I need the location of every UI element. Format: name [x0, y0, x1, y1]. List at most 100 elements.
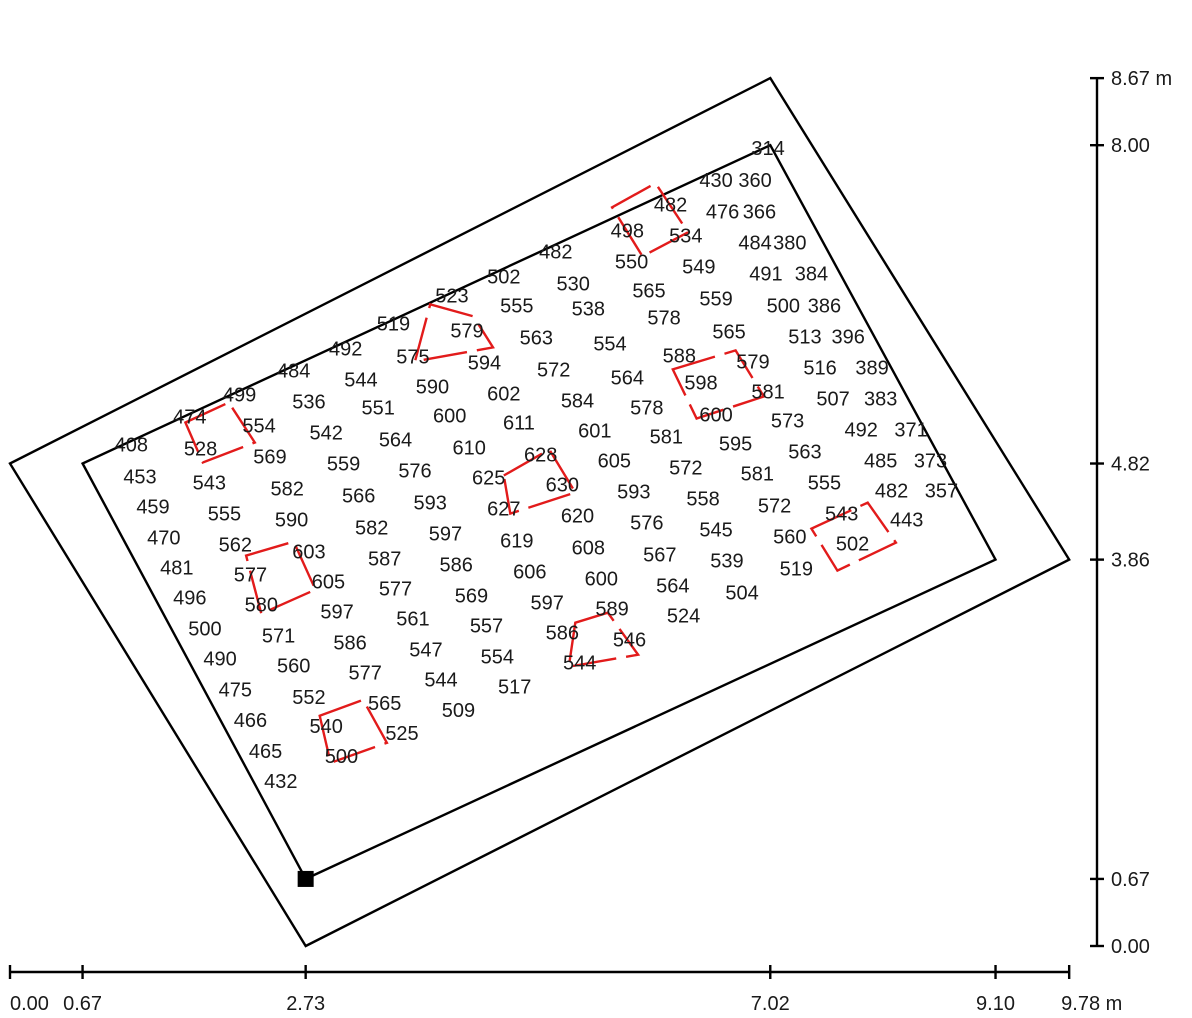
measurement-value: 476	[706, 201, 739, 223]
measurement-value: 564	[656, 576, 689, 598]
measurement-value: 516	[803, 357, 836, 379]
measurement-value: 586	[333, 633, 366, 655]
measurement-value: 579	[736, 351, 769, 373]
measurement-value: 577	[349, 663, 382, 685]
measurement-value: 572	[537, 359, 570, 381]
measurement-value: 485	[864, 451, 897, 473]
axes: 0.00 0.67 2.73 7.02 9.10 9.78 m 0.00 0.67 3.86 4.…	[8, 68, 1172, 1015]
measurement-value: 465	[249, 741, 282, 763]
measurement-value: 600	[433, 406, 466, 428]
x-axis-tick-label: 9.10	[976, 993, 1015, 1015]
measurement-value: 603	[292, 542, 325, 564]
measurement-value: 554	[481, 647, 514, 669]
measurement-value: 482	[539, 241, 572, 263]
measurement-value: 581	[751, 381, 784, 403]
measurement-value: 559	[699, 288, 732, 310]
y-axis-tick-label: 8.00	[1111, 135, 1150, 157]
measurement-value: 598	[684, 372, 717, 394]
measurement-value: 565	[712, 321, 745, 343]
measurement-value: 627	[487, 499, 520, 521]
measurement-value: 491	[749, 263, 782, 285]
measurement-value: 581	[741, 464, 774, 486]
measurement-value: 453	[123, 467, 156, 489]
marked-group-outline	[610, 181, 690, 258]
measurement-value: 606	[513, 562, 546, 584]
marked-group-outline	[671, 348, 766, 420]
measurement-value: 519	[377, 313, 410, 335]
measurement-value: 588	[663, 345, 696, 367]
x-axis-tick-label: 0.67	[63, 993, 102, 1015]
measurement-value: 597	[531, 593, 564, 615]
measurement-value: 608	[572, 538, 605, 560]
measurement-value: 366	[743, 201, 776, 223]
measurement-value: 566	[342, 486, 375, 508]
measurement-value: 509	[442, 700, 475, 722]
measurement-value: 500	[767, 295, 800, 317]
measurement-value: 408	[115, 435, 148, 457]
measurement-value: 389	[855, 357, 888, 379]
measurement-value: 552	[292, 687, 325, 709]
measurement-value: 605	[598, 451, 631, 473]
measurement-value: 576	[630, 513, 663, 535]
measurement-value: 474	[173, 407, 206, 429]
measurement-value: 593	[617, 482, 650, 504]
measurement-value: 581	[650, 427, 683, 449]
measurement-value: 557	[470, 616, 503, 638]
measurement-value: 384	[795, 263, 828, 285]
measurement-value: 443	[890, 510, 923, 532]
measurement-value: 586	[440, 555, 473, 577]
measurement-value: 525	[385, 723, 418, 745]
measurement-value: 498	[611, 220, 644, 242]
boundaries	[8, 76, 1071, 948]
measurement-value: 524	[667, 606, 700, 628]
measurement-value: 373	[914, 451, 947, 473]
measurement-value: 630	[546, 475, 579, 497]
measurement-value: 490	[203, 649, 236, 671]
measurement-value: 481	[160, 558, 193, 580]
y-axis-tick-label: 3.86	[1111, 550, 1150, 572]
measurement-value: 543	[825, 504, 858, 526]
measurement-value: 628	[524, 445, 557, 467]
measurement-value: 502	[487, 266, 520, 288]
measurement-value: 534	[669, 225, 702, 247]
measurement-value: 595	[719, 434, 752, 456]
measurement-value: 504	[725, 583, 758, 605]
measurement-value: 579	[450, 320, 483, 342]
x-axis-tick-label: 7.02	[751, 993, 790, 1015]
measurement-value: 572	[758, 496, 791, 518]
measurement-value: 380	[773, 232, 806, 254]
measurement-value: 578	[630, 398, 663, 420]
measurement-value: 610	[453, 438, 486, 460]
measurement-value: 571	[262, 626, 295, 648]
measurement-value: 565	[368, 693, 401, 715]
measurement-value: 563	[788, 442, 821, 464]
measurement-value: 573	[771, 411, 804, 433]
measurement-value: 569	[253, 447, 286, 469]
measurement-value: 561	[396, 609, 429, 631]
measurement-value: 538	[572, 298, 605, 320]
measurement-value: 314	[751, 138, 784, 160]
measurement-value: 502	[836, 534, 869, 556]
measurement-value: 625	[472, 468, 505, 490]
measurement-value: 539	[710, 551, 743, 573]
measurement-value: 584	[561, 391, 594, 413]
measurement-value: 466	[234, 710, 267, 732]
measurement-value: 547	[409, 640, 442, 662]
measurement-value: 580	[245, 595, 278, 617]
y-axis-tick-label: 0.00	[1111, 936, 1150, 958]
measurement-value: 544	[563, 653, 596, 675]
measurement-value: 589	[595, 599, 628, 621]
marked-group-outline	[183, 400, 257, 465]
marked-groups	[183, 181, 898, 765]
measurement-value: 605	[312, 572, 345, 594]
measurement-value: 564	[611, 367, 644, 389]
measurement-value: 563	[520, 327, 553, 349]
measurement-value: 577	[234, 565, 267, 587]
y-axis-tick-label: 4.82	[1111, 454, 1150, 476]
measurement-value: 582	[271, 479, 304, 501]
marked-group-outline	[413, 302, 495, 363]
measurement-value: 560	[773, 527, 806, 549]
inner-boundary	[80, 143, 998, 881]
measurement-value: 523	[435, 285, 468, 307]
